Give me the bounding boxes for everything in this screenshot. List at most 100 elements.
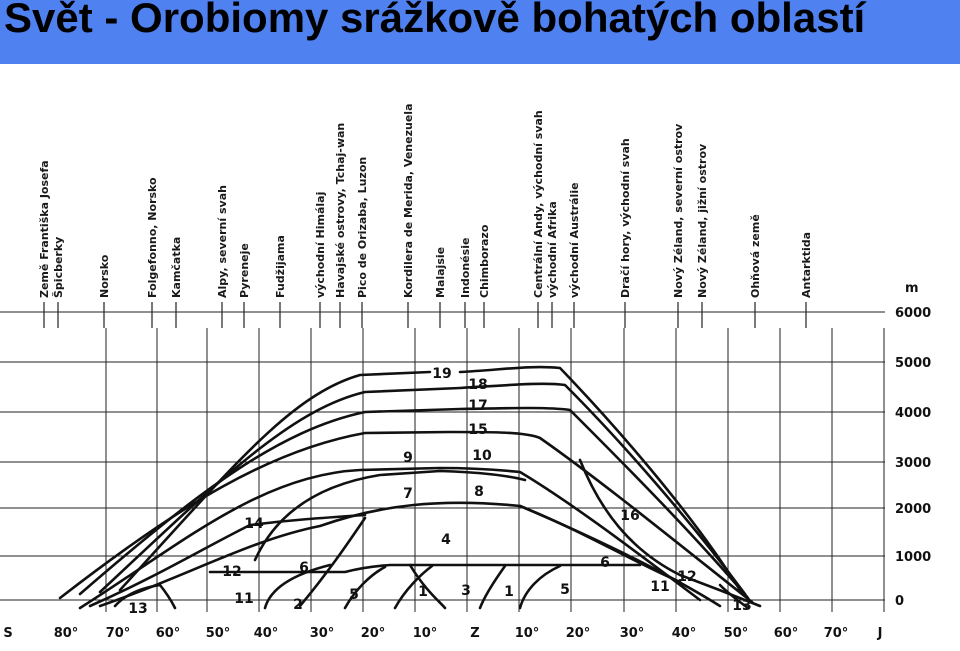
region-label: Centrální Andy, východní svah <box>532 110 545 298</box>
region-label: Nový Zéland, severní ostrov <box>672 123 685 298</box>
zone-number: 9 <box>403 450 413 466</box>
region-labels: Země Františka Josefa Špicberky Norsko Folg… <box>38 104 813 299</box>
region-label: východní Austrálie <box>568 182 581 298</box>
latitude-label: 60° <box>156 626 181 641</box>
zone-number: 14 <box>244 516 264 532</box>
latitude-label: 20° <box>361 626 386 641</box>
region-label: Země Františka Josefa <box>38 160 51 298</box>
zone-number: 10 <box>472 448 492 464</box>
region-label: Antarktida <box>800 232 813 298</box>
latitude-label: 70° <box>824 626 849 641</box>
latitude-label: 40° <box>672 626 697 641</box>
height-label: 5000 <box>895 356 931 371</box>
height-label: 3000 <box>895 456 931 471</box>
height-axis: 6000 5000 4000 3000 2000 1000 0 m <box>895 281 931 609</box>
zone-number: 4 <box>441 532 451 548</box>
region-label: Fudžijama <box>274 235 287 298</box>
latitude-label: 10° <box>515 626 540 641</box>
zone-number: 12 <box>677 569 696 585</box>
zone-number: 17 <box>468 398 487 414</box>
boundary-15 <box>58 430 754 604</box>
latitude-label: S <box>3 626 12 641</box>
region-label: Chimborazo <box>478 224 491 298</box>
latitude-label: 60° <box>774 626 799 641</box>
boundary-10 <box>78 466 702 610</box>
height-label: 2000 <box>895 502 931 517</box>
zone-number: 11 <box>650 579 669 595</box>
boundary-16 <box>578 458 762 608</box>
region-label: Indonésie <box>459 238 472 298</box>
zone-number: 19 <box>432 366 451 382</box>
latitude-label: J <box>877 626 883 641</box>
zone-number: 1 <box>504 584 514 600</box>
zone-number: 18 <box>468 377 487 393</box>
height-label: 0 <box>895 594 904 609</box>
zone-number: 5 <box>349 587 359 603</box>
zone-number: 8 <box>474 484 484 500</box>
zone-number: 12 <box>222 564 241 580</box>
horizontal-gridlines <box>0 311 885 601</box>
latitude-label: 50° <box>724 626 749 641</box>
zone-number: 16 <box>620 508 639 524</box>
zone-number: 5 <box>560 582 570 598</box>
region-label: východní Afrika <box>546 201 559 298</box>
boundary-13-right <box>718 583 750 610</box>
region-label: Folgefonno, Norsko <box>146 177 159 298</box>
region-label: Ohňová země <box>749 214 762 298</box>
zone-number: 13 <box>732 598 751 614</box>
boundary-low-left <box>263 563 332 610</box>
region-label: Pyreneje <box>238 243 251 298</box>
height-label: 4000 <box>895 406 931 421</box>
boundary-8 <box>253 469 527 562</box>
zone-number: 11 <box>234 591 253 607</box>
zone-number: 7 <box>403 486 413 502</box>
zone-boundaries <box>58 365 762 610</box>
region-label: Dračí hory, východní svah <box>619 138 632 298</box>
height-label: 6000 <box>895 306 931 321</box>
boundary-6 <box>208 563 642 574</box>
zone-number: 3 <box>461 583 471 599</box>
zone-number: 6 <box>299 560 309 576</box>
title-bar: Svět - Orobiomy srážkově bohatých oblast… <box>0 0 960 64</box>
boundary-low-mid <box>343 564 434 610</box>
region-label: Norsko <box>98 254 111 298</box>
boundary-14 <box>88 513 367 608</box>
latitude-label: Z <box>470 626 479 641</box>
boundary-19 <box>118 365 742 592</box>
latitude-axis: S 80° 70° 60° 50° 40° 30° 20° 10° Z 10° 20° 30° 40° 50… <box>3 626 882 641</box>
zone-number: 13 <box>128 601 147 617</box>
region-ticks <box>43 302 807 328</box>
region-label: Alpy, severní svah <box>216 185 229 298</box>
zone-number: 15 <box>468 422 487 438</box>
region-label: Havajské ostrovy, Tchaj-wan <box>334 123 347 298</box>
latitude-label: 10° <box>413 626 438 641</box>
latitude-label: 40° <box>254 626 279 641</box>
boundary-17 <box>78 406 750 600</box>
region-label: Špicberky <box>52 237 65 298</box>
region-label: Malajsie <box>434 247 447 298</box>
zone-number: 1 <box>418 584 428 600</box>
zone-number: 2 <box>293 597 303 613</box>
latitude-label: 30° <box>310 626 335 641</box>
boundary-4 <box>298 516 367 608</box>
zone-number: 6 <box>600 555 610 571</box>
boundary-13-left <box>113 583 177 610</box>
height-unit: m <box>905 281 919 296</box>
latitude-label: 30° <box>620 626 645 641</box>
boundary-7 <box>98 501 722 608</box>
region-label: Kordilera de Merida, Venezuela <box>402 104 415 299</box>
region-label: Nový Zéland, jižní ostrov <box>696 143 709 298</box>
height-label: 1000 <box>895 550 931 565</box>
latitude-label: 80° <box>54 626 79 641</box>
region-label: Kamčatka <box>170 237 183 298</box>
boundary-12-right <box>518 504 682 584</box>
latitude-label: 50° <box>206 626 231 641</box>
latitude-label: 70° <box>106 626 131 641</box>
region-label: Pico de Orizaba, Luzon <box>356 157 369 298</box>
latitude-label: 20° <box>566 626 591 641</box>
page-title: Svět - Orobiomy srážkově bohatých oblast… <box>4 0 866 41</box>
region-label: východní Himálaj <box>314 192 327 298</box>
boundary-low-center <box>408 563 562 610</box>
orobiome-diagram: Země Františka Josefa Špicberky Norsko Folg… <box>0 104 931 641</box>
